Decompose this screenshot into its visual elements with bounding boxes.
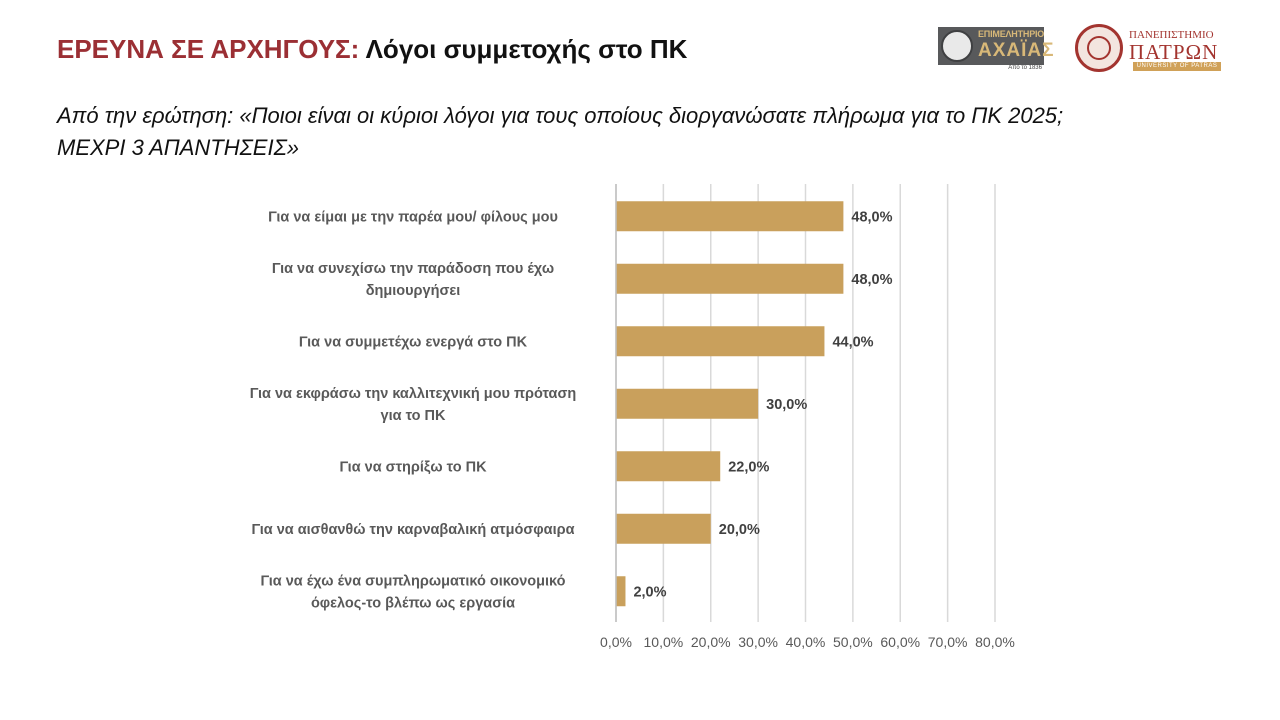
category-label: Για να έχω ένα συμπληρωματικό οικονομικό: [261, 573, 566, 589]
page-title: ΕΡΕΥΝΑ ΣΕ ΑΡΧΗΓΟΥΣ: Λόγοι συμμετοχής στο…: [57, 34, 687, 65]
page-title-lead: ΕΡΕΥΝΑ ΣΕ ΑΡΧΗΓΟΥΣ:: [57, 34, 360, 64]
value-label: 48,0%: [851, 272, 892, 288]
x-tick-label: 0,0%: [600, 634, 632, 650]
category-label: Για να συνεχίσω την παράδοση που έχω: [272, 261, 554, 277]
category-label: Για να στηρίξω το ΠΚ: [339, 459, 487, 475]
bar: [616, 388, 759, 419]
page-title-rest: Λόγοι συμμετοχής στο ΠΚ: [365, 34, 688, 64]
category-label: Για να εκφράσω την καλλιτεχνική μου πρότ…: [250, 386, 577, 402]
bar: [616, 576, 626, 607]
category-label: Για να αισθανθώ την καρναβαλική ατμόσφαι…: [252, 522, 575, 538]
x-tick-label: 80,0%: [975, 634, 1015, 650]
category-label: Για να συμμετέχω ενεργά στο ΠΚ: [299, 334, 528, 350]
x-tick-label: 20,0%: [691, 634, 731, 650]
bar: [616, 263, 844, 294]
x-tick-label: 40,0%: [786, 634, 826, 650]
value-label: 48,0%: [851, 209, 892, 225]
survey-question-line-2: ΜΕΧΡΙ 3 ΑΠΑΝΤΗΣΕΙΣ»: [57, 135, 300, 160]
university-logo-line-2: ΠΑΤΡΩΝ: [1129, 40, 1219, 64]
bar: [616, 513, 711, 544]
value-label: 44,0%: [832, 334, 873, 350]
x-tick-label: 10,0%: [644, 634, 684, 650]
bar: [616, 451, 721, 482]
value-label: 20,0%: [719, 522, 760, 538]
bar: [616, 326, 825, 357]
category-label: Για να είμαι με την παρέα μου/ φίλους μο…: [268, 209, 558, 225]
chamber-logo: ΕΠΙΜΕΛΗΤΗΡΙΟ ΑΧΑΪΑΣ Από το 1836: [938, 27, 1055, 71]
x-tick-label: 60,0%: [880, 634, 920, 650]
university-logo-line-3: UNIVERSITY OF PATRAS: [1133, 62, 1221, 71]
university-logo: ΠΑΝΕΠΙΣΤΗΜΙΟ ΠΑΤΡΩΝ UNIVERSITY OF PATRAS: [1075, 24, 1225, 74]
chamber-logo-line-3: Από το 1836: [1008, 65, 1042, 71]
chamber-seal-icon: [941, 30, 973, 62]
survey-question: Από την ερώτηση: «Ποιοι είναι οι κύριοι …: [57, 100, 1237, 164]
university-logo-line-1: ΠΑΝΕΠΙΣΤΗΜΙΟ: [1129, 29, 1214, 41]
category-label: για το ΠΚ: [381, 408, 446, 424]
value-label: 30,0%: [766, 397, 807, 413]
x-tick-label: 70,0%: [928, 634, 968, 650]
category-label: όφελος-το βλέπω ως εργασία: [311, 595, 515, 611]
category-label: δημιουργήσει: [366, 283, 461, 299]
chamber-logo-line-1: ΕΠΙΜΕΛΗΤΗΡΙΟ: [978, 29, 1045, 39]
value-label: 22,0%: [728, 459, 769, 475]
bar: [616, 201, 844, 232]
chamber-logo-line-2: ΑΧΑΪΑΣ: [978, 40, 1055, 61]
value-label: 2,0%: [633, 584, 666, 600]
x-tick-label: 50,0%: [833, 634, 873, 650]
x-tick-label: 30,0%: [738, 634, 778, 650]
university-seal-icon: [1075, 24, 1123, 72]
survey-question-line-1: Από την ερώτηση: «Ποιοι είναι οι κύριοι …: [57, 103, 1064, 128]
